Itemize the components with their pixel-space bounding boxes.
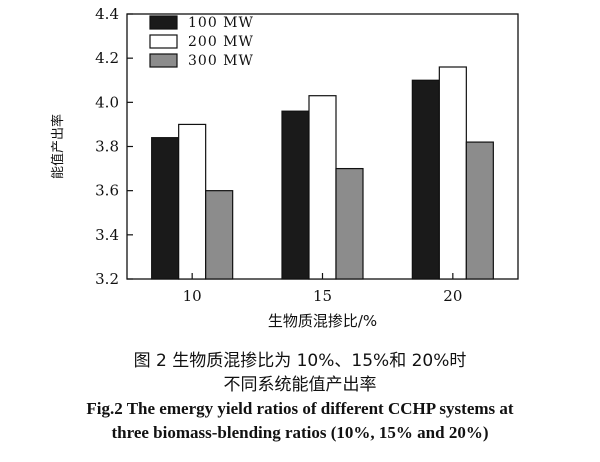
x-axis-label: 生物质混掺比/% — [268, 312, 377, 330]
y-tick-label: 3.2 — [95, 270, 119, 288]
bar-100mw-15 — [281, 110, 310, 280]
legend-swatch — [149, 53, 178, 68]
x-tick-label: 15 — [313, 287, 332, 305]
x-tick-label: 10 — [183, 287, 202, 305]
caption-cn-line1: 图 2 生物质混掺比为 10%、15%和 20%时 — [133, 351, 467, 371]
chart-bars — [151, 66, 494, 280]
legend-label: 200 MW — [188, 34, 254, 50]
legend-label: 100 MW — [188, 15, 254, 31]
caption-en-line2: three biomass-blending ratios (10%, 15% … — [111, 423, 489, 442]
bar-200mw-10 — [178, 123, 207, 280]
caption-cn-line2: 不同系统能值产出率 — [223, 375, 377, 395]
caption-en-line1: Fig.2 The emergy yield ratios of differe… — [86, 399, 514, 418]
bar-chart: 3.2 3.4 3.6 3.8 4.0 4.2 4.4 10 15 20 100 MW 200 MW… — [50, 5, 519, 330]
bar-100mw-20 — [411, 79, 440, 280]
x-tick-label: 20 — [443, 287, 462, 305]
bar-200mw-15 — [308, 95, 337, 280]
legend-swatch — [149, 34, 178, 49]
y-tick-label: 4.0 — [95, 93, 119, 111]
legend-swatch — [149, 15, 178, 30]
bar-200mw-20 — [438, 66, 467, 280]
y-tick-label: 3.8 — [95, 138, 119, 156]
bar-100mw-10 — [151, 137, 180, 280]
bar-300mw-15 — [335, 167, 364, 280]
bar-300mw-20 — [465, 141, 494, 280]
legend-label: 300 MW — [188, 53, 254, 69]
y-axis-label: 能值产出率 — [50, 114, 66, 179]
y-tick-label: 3.6 — [95, 182, 119, 200]
y-tick-label: 4.4 — [95, 5, 119, 23]
y-tick-label: 4.2 — [95, 49, 119, 67]
chart-legend: 100 MW 200 MW 300 MW — [149, 15, 254, 69]
chart-ticks: 3.2 3.4 3.6 3.8 4.0 4.2 4.4 10 15 20 — [95, 5, 462, 305]
y-tick-label: 3.4 — [95, 226, 119, 244]
bar-300mw-10 — [205, 190, 234, 280]
